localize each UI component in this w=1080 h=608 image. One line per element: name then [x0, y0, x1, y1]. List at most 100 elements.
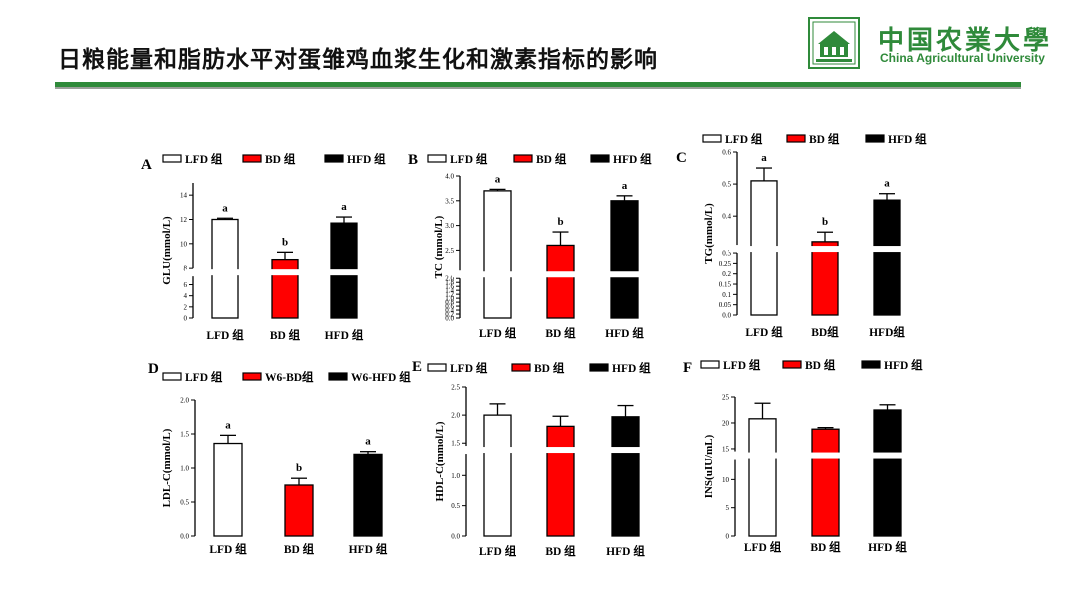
y-axis-label: TC (mmol/L) [433, 215, 445, 278]
legend-swatch [511, 363, 531, 372]
legend-entry: HFD 组 [347, 152, 386, 166]
legend-swatch [328, 372, 348, 381]
x-category-label: LFD 组 [744, 540, 782, 554]
axis-break [185, 269, 361, 276]
significance-letter: a [222, 202, 228, 214]
y-tick-label: 0.6 [722, 149, 731, 157]
y-tick-label: 2.0 [445, 275, 454, 283]
legend-swatch [861, 360, 881, 369]
significance-letter: a [225, 419, 231, 431]
y-axis-label: HDL-C(mmol/L) [434, 421, 446, 501]
legend-entry: BD 组 [265, 152, 296, 166]
y-tick-label: 0.3 [722, 250, 731, 258]
x-category-label: HFD 组 [868, 540, 907, 554]
significance-letter: a [341, 201, 347, 213]
bar [748, 418, 777, 537]
y-tick-label: 0.0 [180, 533, 189, 541]
bar [873, 409, 902, 537]
legend-entry: W6-HFD 组 [351, 370, 411, 384]
y-tick-label: 1.4 [445, 287, 454, 295]
bar [483, 414, 512, 537]
panel-letter: E [412, 359, 422, 375]
legend-swatch [700, 360, 720, 369]
legend-entry: HFD 组 [612, 361, 651, 375]
x-category-label: BD 组 [284, 542, 315, 556]
header-rule-shadow [55, 87, 1021, 89]
legend-entry: LFD 组 [185, 152, 223, 166]
chart-f: F LFD 组 BD 组 HFD 组 0 5 10 15 20 25 INS(uIU/mL) LFD … [683, 358, 923, 554]
y-tick-label: 1.0 [451, 472, 460, 480]
axis-break [727, 452, 905, 459]
y-tick-label: 1.5 [451, 440, 460, 448]
y-tick-label: 1.8 [445, 279, 454, 287]
significance-letter: a [761, 152, 767, 164]
axis-break [452, 271, 642, 278]
x-category-label: BD 组 [810, 540, 841, 554]
significance-letter: b [282, 236, 288, 248]
x-category-label: HFD 组 [349, 542, 388, 556]
bar [211, 218, 239, 319]
y-tick-label: 0.15 [719, 281, 732, 289]
y-tick-label: 2 [184, 303, 188, 311]
legend-entry: BD 组 [534, 361, 565, 375]
y-tick-label: 0.8 [445, 299, 454, 307]
y-tick-label: 0 [184, 315, 188, 323]
y-tick-label: 4 [184, 292, 188, 300]
panel-letter: D [148, 361, 159, 377]
legend-swatch [786, 134, 806, 143]
x-category-label: BD 组 [545, 326, 576, 340]
y-tick-label: 0.2 [445, 311, 454, 319]
significance-letter: a [365, 436, 371, 448]
x-category-label: HFD组 [869, 325, 905, 339]
bar [811, 241, 839, 316]
y-tick-label: 10 [722, 476, 730, 484]
y-tick-label: 1.0 [180, 465, 189, 473]
legend-swatch [427, 154, 447, 163]
legend-entry: BD 组 [536, 152, 567, 166]
x-category-label: HFD 组 [605, 326, 644, 340]
y-tick-label: 0.4 [445, 307, 454, 315]
panel-letter: F [683, 360, 692, 376]
bar [873, 199, 901, 316]
x-category-label: BD 组 [270, 328, 301, 342]
legend-swatch [513, 154, 533, 163]
legend-swatch [590, 154, 610, 163]
legend-entry: LFD 组 [450, 152, 488, 166]
y-tick-label: 25 [722, 394, 730, 402]
legend-entry: BD 组 [809, 132, 840, 146]
y-tick-label: 0.4 [722, 213, 731, 221]
y-tick-label: 2.5 [451, 384, 460, 392]
axis-break [729, 246, 904, 253]
page-title: 日粮能量和脂肪水平对蛋雏鸡血浆生化和激素指标的影响 [58, 47, 658, 73]
y-tick-label: 0.05 [719, 301, 732, 309]
y-tick-label: 6 [184, 281, 188, 289]
legend-swatch [589, 363, 609, 372]
legend-swatch [782, 360, 802, 369]
y-axis-label: LDL-C(mmol/L) [161, 428, 173, 507]
bar [610, 200, 639, 319]
chart-a: A LFD 组 BD 组 HFD 组 0 2 4 6 8 10 12 14 GLU(mmol/L) a LF… [141, 152, 386, 342]
chart-d: D LFD 组 W6-BD组 W6-HFD 组 0.0 0.5 1.0 1.5 2.0 LDL-C… [148, 361, 411, 556]
y-tick-label: 0.2 [722, 270, 731, 278]
legend-entry: HFD 组 [613, 152, 652, 166]
y-tick-label: 0.1 [722, 291, 731, 299]
legend-swatch [865, 134, 885, 143]
legend-swatch [162, 154, 182, 163]
y-tick-label: 10 [180, 240, 188, 248]
x-category-label: LFD 组 [206, 328, 244, 342]
bar [284, 484, 314, 537]
legend-entry: LFD 组 [450, 361, 488, 375]
y-tick-label: 20 [722, 419, 730, 427]
chart-e: E LFD 组 BD 组 HFD 组 0.0 0.5 1.0 1.5 2.0 2.5 HDL-C(m… [412, 359, 651, 558]
significance-letter: a [495, 173, 501, 185]
bar [483, 190, 512, 319]
header-rule [55, 82, 1021, 87]
y-tick-label: 0.0 [451, 533, 460, 541]
x-category-label: LFD 组 [209, 542, 247, 556]
bar [546, 244, 575, 319]
panel-letter: B [408, 152, 418, 168]
bar [271, 258, 299, 319]
x-category-label: LFD 组 [479, 326, 517, 340]
x-category-label: BD组 [811, 325, 839, 339]
